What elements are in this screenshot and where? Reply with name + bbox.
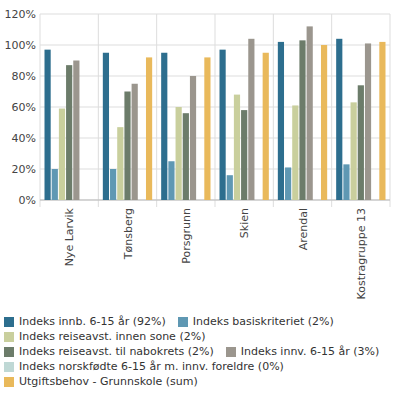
bar bbox=[197, 200, 203, 201]
bar bbox=[204, 57, 210, 200]
bar bbox=[124, 92, 130, 201]
x-tick-label: Tønsberg bbox=[122, 208, 135, 260]
bar bbox=[52, 169, 58, 200]
y-tick-label: 80% bbox=[12, 70, 36, 83]
bar bbox=[255, 200, 261, 201]
legend-swatch bbox=[4, 317, 14, 327]
legend-item: Indeks reiseavst. innen sone (2%) bbox=[4, 329, 205, 344]
legend-label: Utgiftsbehov - Grunnskole (sum) bbox=[19, 374, 198, 389]
bar bbox=[146, 57, 152, 200]
y-tick-label: 120% bbox=[5, 8, 36, 21]
y-tick-label: 0% bbox=[19, 194, 36, 207]
category-separator bbox=[390, 14, 391, 207]
bar bbox=[227, 175, 233, 200]
bar bbox=[168, 161, 174, 200]
x-tick-label: Nye Larvik bbox=[63, 207, 76, 266]
legend-item: Indeks innv. 6-15 år (3%) bbox=[226, 344, 379, 359]
bar bbox=[176, 107, 182, 200]
bar bbox=[351, 102, 357, 200]
bar bbox=[59, 109, 65, 200]
bar bbox=[248, 39, 254, 200]
x-tick-label: Kostragruppe 13 bbox=[355, 208, 368, 299]
bar bbox=[307, 26, 313, 200]
bar bbox=[292, 105, 298, 200]
bar bbox=[45, 50, 51, 200]
bar bbox=[183, 113, 189, 200]
bar bbox=[372, 200, 378, 201]
bar bbox=[103, 53, 109, 200]
y-tick-label: 100% bbox=[5, 39, 36, 52]
bar bbox=[358, 85, 364, 200]
category-separator bbox=[98, 14, 99, 207]
bar bbox=[336, 39, 342, 200]
y-tick-label: 20% bbox=[12, 163, 36, 176]
bar bbox=[285, 167, 291, 200]
legend-label: Indeks basiskriteriet (2%) bbox=[193, 314, 334, 329]
bar bbox=[365, 43, 371, 200]
bar bbox=[278, 42, 284, 200]
bar bbox=[379, 42, 385, 200]
bar bbox=[117, 127, 123, 200]
legend-swatch bbox=[4, 347, 14, 357]
bar bbox=[161, 53, 167, 200]
bar bbox=[220, 50, 226, 200]
legend-label: Indeks norskfødte 6-15 år m. innv. forel… bbox=[19, 359, 284, 374]
legend-label: Indeks innv. 6-15 år (3%) bbox=[241, 344, 379, 359]
legend-label: Indeks innb. 6-15 år (92%) bbox=[19, 314, 166, 329]
y-tick-label: 40% bbox=[12, 132, 36, 145]
category-separator bbox=[156, 14, 157, 207]
bar bbox=[263, 53, 269, 200]
bar bbox=[234, 95, 240, 200]
category-separator bbox=[215, 14, 216, 207]
x-tick-label: Skien bbox=[238, 208, 251, 238]
y-tick-label: 60% bbox=[12, 101, 36, 114]
bar bbox=[299, 40, 305, 200]
category-separator bbox=[331, 14, 332, 207]
bar bbox=[139, 200, 145, 201]
bars bbox=[45, 26, 386, 200]
legend-item: Indeks innb. 6-15 år (92%) bbox=[4, 314, 166, 329]
legend-swatch bbox=[4, 377, 14, 387]
legend-swatch bbox=[4, 332, 14, 342]
x-tick-label: Porsgrunn bbox=[180, 208, 193, 264]
category-separator bbox=[273, 14, 274, 207]
bar bbox=[343, 164, 349, 200]
bar bbox=[80, 200, 86, 201]
bar bbox=[132, 84, 138, 200]
category-separator bbox=[40, 14, 41, 207]
legend-label: Indeks reiseavst. innen sone (2%) bbox=[19, 329, 205, 344]
legend: Indeks innb. 6-15 år (92%) Indeks basiskr… bbox=[4, 314, 400, 389]
legend-label: Indeks reiseavst. til nabokrets (2%) bbox=[19, 344, 214, 359]
legend-item: Indeks basiskriteriet (2%) bbox=[178, 314, 334, 329]
legend-item: Indeks norskfødte 6-15 år m. innv. forel… bbox=[4, 359, 284, 374]
legend-item: Utgiftsbehov - Grunnskole (sum) bbox=[4, 374, 198, 389]
legend-item: Indeks reiseavst. til nabokrets (2%) bbox=[4, 344, 214, 359]
legend-swatch bbox=[226, 347, 236, 357]
bar bbox=[241, 110, 247, 200]
bar bbox=[190, 76, 196, 200]
bar bbox=[66, 65, 72, 200]
legend-swatch bbox=[178, 317, 188, 327]
bar bbox=[73, 61, 79, 201]
bar bbox=[314, 200, 320, 201]
x-tick-label: Arendal bbox=[297, 208, 310, 250]
bar bbox=[321, 45, 327, 200]
bar bbox=[110, 169, 116, 200]
legend-swatch bbox=[4, 362, 14, 372]
